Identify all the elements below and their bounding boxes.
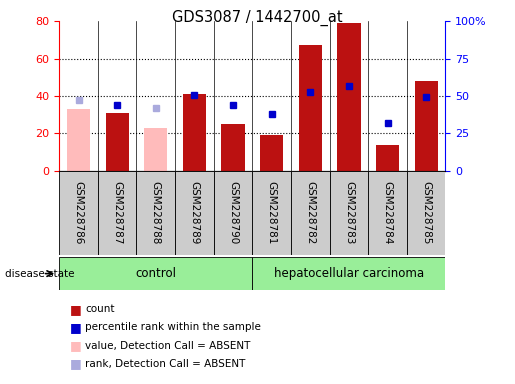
Bar [67, 109, 90, 171]
Bar [144, 128, 167, 171]
Text: percentile rank within the sample: percentile rank within the sample [85, 322, 261, 332]
Text: ■: ■ [70, 339, 81, 352]
Text: GSM228790: GSM228790 [228, 182, 238, 245]
Text: control: control [135, 267, 176, 280]
Bar [252, 257, 445, 290]
Text: count: count [85, 304, 114, 314]
Bar [98, 171, 136, 255]
Bar [368, 171, 407, 255]
Bar [291, 171, 330, 255]
Text: GSM228784: GSM228784 [383, 181, 392, 245]
Bar [337, 23, 360, 171]
Bar [252, 171, 291, 255]
Text: disease state: disease state [5, 268, 75, 279]
Text: GSM228787: GSM228787 [112, 181, 122, 245]
Text: ■: ■ [70, 303, 81, 316]
Text: rank, Detection Call = ABSENT: rank, Detection Call = ABSENT [85, 359, 245, 369]
Bar [299, 45, 322, 171]
Text: GSM228788: GSM228788 [151, 181, 161, 245]
Bar [59, 257, 252, 290]
Bar [221, 124, 245, 171]
Bar [59, 171, 98, 255]
Bar [407, 171, 445, 255]
Text: GSM228781: GSM228781 [267, 181, 277, 245]
Text: GDS3087 / 1442700_at: GDS3087 / 1442700_at [172, 10, 343, 26]
Text: GSM228789: GSM228789 [190, 181, 199, 245]
Bar [415, 81, 438, 171]
Text: ■: ■ [70, 358, 81, 371]
Text: GSM228785: GSM228785 [421, 181, 431, 245]
Bar [376, 145, 399, 171]
Bar [106, 113, 129, 171]
Bar [260, 135, 283, 171]
Bar [330, 171, 368, 255]
Text: GSM228782: GSM228782 [305, 181, 315, 245]
Bar [136, 171, 175, 255]
Bar [214, 171, 252, 255]
Text: GSM228783: GSM228783 [344, 181, 354, 245]
Bar [175, 171, 214, 255]
Text: GSM228786: GSM228786 [74, 181, 83, 245]
Text: hepatocellular carcinoma: hepatocellular carcinoma [274, 267, 424, 280]
Text: ■: ■ [70, 321, 81, 334]
Bar [183, 94, 206, 171]
Text: value, Detection Call = ABSENT: value, Detection Call = ABSENT [85, 341, 250, 351]
